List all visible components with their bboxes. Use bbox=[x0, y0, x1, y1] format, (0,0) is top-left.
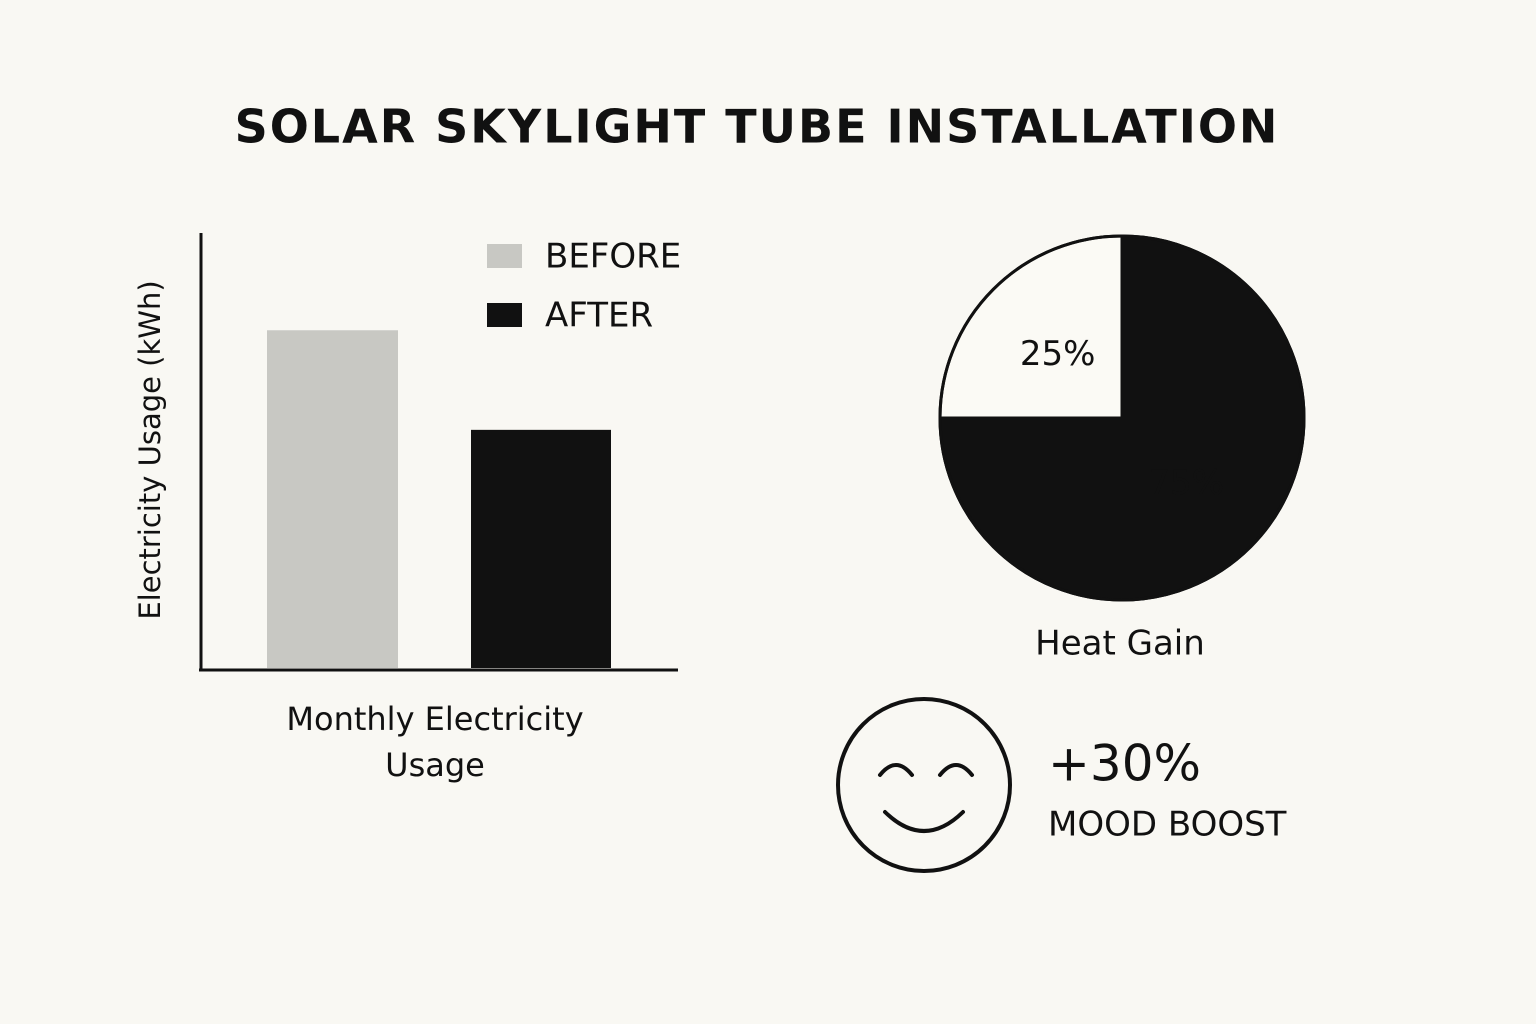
mood-label: MOOD BOOST bbox=[1048, 805, 1287, 845]
legend-swatch bbox=[487, 244, 522, 268]
pie-label: 75% bbox=[1149, 463, 1225, 503]
legend-label: BEFORE bbox=[545, 237, 681, 277]
mood-value: +30% bbox=[1048, 735, 1201, 793]
pie-outline bbox=[938, 234, 1306, 602]
pie-slice bbox=[938, 234, 1124, 420]
x-axis-label: Monthly Electricity Usage bbox=[286, 700, 584, 784]
pie-label: 25% bbox=[1020, 334, 1096, 374]
title: SOLAR SKYLIGHT TUBE INSTALLATION bbox=[235, 100, 1280, 154]
pie-title: Heat Gain bbox=[1035, 624, 1205, 664]
bar bbox=[267, 330, 398, 668]
legend-label: AFTER bbox=[545, 296, 653, 336]
y-axis-label: Electricity Usage (kWh) bbox=[133, 280, 167, 619]
bar bbox=[471, 429, 611, 668]
legend-swatch bbox=[487, 303, 522, 327]
smiley bbox=[836, 697, 1012, 873]
